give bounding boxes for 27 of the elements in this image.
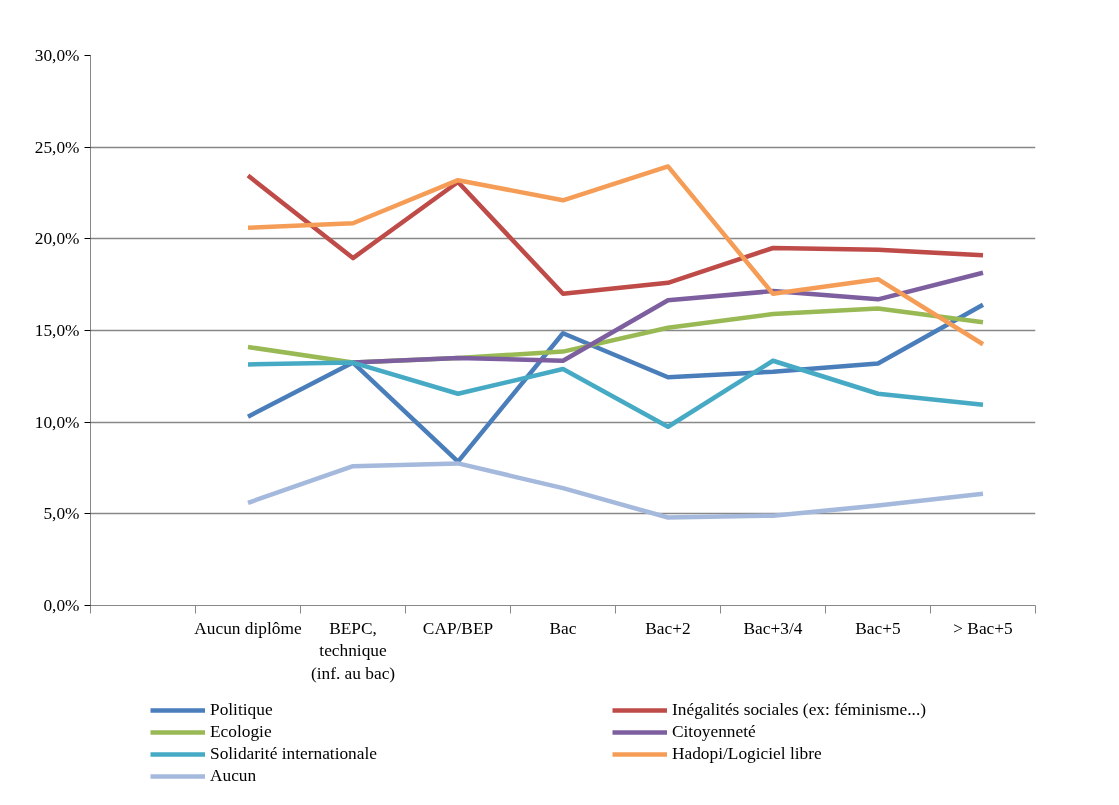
line-series <box>245 461 986 520</box>
y-tick-label: 15,0% <box>34 321 80 340</box>
x-tick-label: > Bac+5 <box>953 618 1013 638</box>
legend-label: Solidarité internationale <box>210 744 378 764</box>
x-tick-label: BEPC, technique (inf. au bac) <box>310 618 396 684</box>
y-tick-label: 25,0% <box>34 137 80 157</box>
x-tick-label: Bac+2 <box>645 618 691 638</box>
y-tick-label: 0,0% <box>43 596 80 615</box>
legend-label: Politique <box>210 700 274 720</box>
y-tick-label: 30,0% <box>34 46 80 65</box>
legend-label: Ecologie <box>210 722 273 742</box>
line-series <box>245 358 986 429</box>
legend-label: Citoyenneté <box>672 722 757 742</box>
line-series <box>245 173 986 297</box>
y-tick-label: 10,0% <box>34 412 80 432</box>
x-tick-label: Aucun diplôme <box>194 618 302 638</box>
y-tick-label: 5,0% <box>43 504 80 524</box>
legend-label: Aucun <box>210 766 258 786</box>
line-series <box>245 302 986 464</box>
x-tick-label: CAP/BEP <box>422 618 494 638</box>
x-tick-label: Bac+3/4 <box>743 618 803 638</box>
y-tick-label: 20,0% <box>34 229 80 249</box>
legend-label: Inégalités sociales (ex: féminisme...) <box>672 700 928 720</box>
line-series <box>245 164 986 347</box>
x-tick-label: Bac <box>549 618 577 638</box>
x-tick-label: Bac+5 <box>855 618 901 638</box>
legend-label: Hadopi/Logiciel libre <box>672 744 823 764</box>
